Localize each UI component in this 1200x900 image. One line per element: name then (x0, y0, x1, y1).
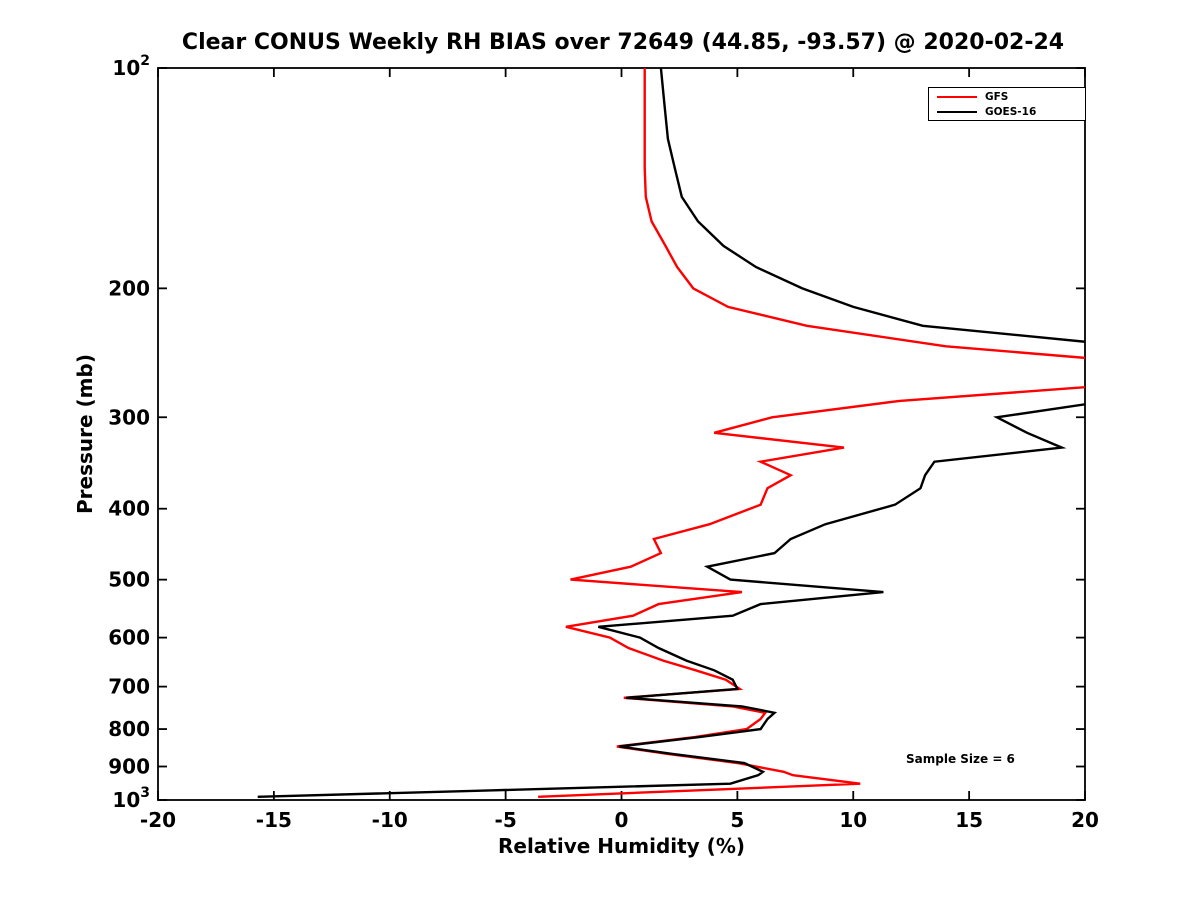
x-tick-label: -20 (140, 808, 176, 832)
legend-entry-goes-16: GOES-16 (929, 105, 1085, 118)
axes-box (157, 67, 1086, 801)
sample-size-annotation: Sample Size = 6 (906, 752, 1015, 766)
legend: GFS GOES-16 (928, 87, 1086, 121)
legend-entry-gfs: GFS (929, 90, 1085, 103)
x-tick-label: 10 (839, 808, 867, 832)
x-tick-label: 20 (1071, 808, 1099, 832)
y-tick-label: 102 (112, 53, 150, 80)
x-tick-label: -15 (256, 808, 292, 832)
x-tick-label: 5 (730, 808, 744, 832)
y-tick-label: 900 (108, 755, 150, 779)
legend-label-goes-16: GOES-16 (985, 105, 1037, 118)
x-axis-label: Relative Humidity (%) (497, 834, 746, 858)
y-tick-label: 400 (108, 497, 150, 521)
y-axis-label: Pressure (mb) (73, 354, 97, 514)
y-tick-label: 800 (108, 717, 150, 741)
x-tick-label: 0 (615, 808, 629, 832)
y-tick-label: 500 (108, 568, 150, 592)
series-line-goes-16 (257, 68, 1085, 798)
x-tick-label: -5 (495, 808, 517, 832)
goes-16-line-swatch (937, 110, 977, 113)
y-tick-label: 600 (108, 626, 150, 650)
series-group (257, 68, 1085, 798)
x-tick-label: 15 (955, 808, 983, 832)
y-tick-label: 300 (108, 405, 150, 429)
y-tick-label: 200 (108, 276, 150, 300)
legend-label-gfs: GFS (985, 90, 1009, 103)
chart-title: Clear CONUS Weekly RH BIAS over 72649 (4… (181, 30, 1065, 55)
y-tick-label: 700 (108, 675, 150, 699)
y-tick-label: 103 (112, 785, 150, 812)
x-tick-label: -10 (372, 808, 408, 832)
gfs-line-swatch (937, 95, 977, 98)
